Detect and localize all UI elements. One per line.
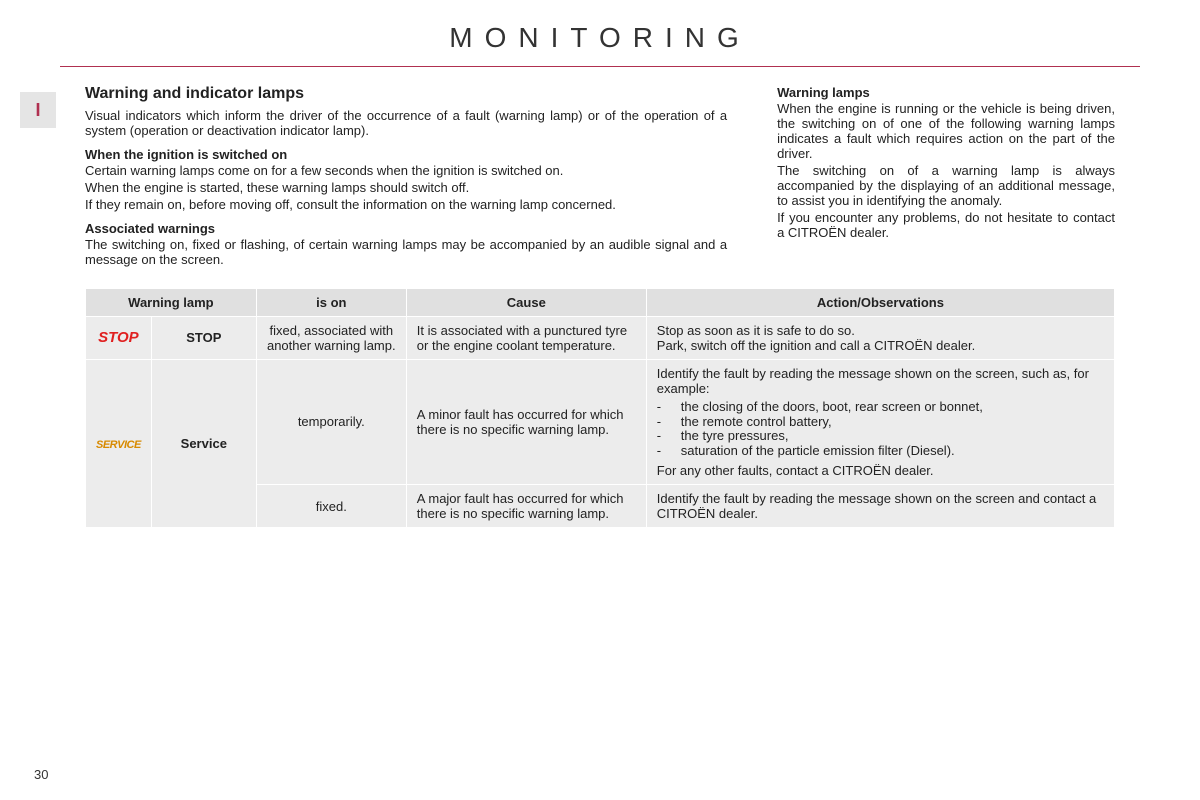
section-tab-marker: I	[20, 92, 56, 128]
stop-icon-text: STOP	[98, 329, 139, 346]
stop-action-p2: Park, switch off the ignition and call a…	[657, 338, 1104, 353]
list-item: -saturation of the particle emission fil…	[657, 444, 1104, 459]
service-action-temp: Identify the fault by reading the messag…	[646, 359, 1114, 485]
associated-heading: Associated warnings	[85, 221, 727, 236]
service-lamp-name: Service	[151, 359, 256, 528]
stop-cause: It is associated with a punctured tyre o…	[406, 316, 646, 359]
list-item-text: the closing of the doors, boot, rear scr…	[681, 400, 983, 415]
ignition-p2: When the engine is started, these warnin…	[85, 181, 727, 196]
page-title: MONITORING	[0, 0, 1200, 66]
page-number: 30	[34, 767, 48, 782]
table-row: SERVICE Service temporarily. A minor fau…	[86, 359, 1115, 485]
list-item-text: saturation of the particle emission filt…	[681, 444, 955, 459]
th-cause: Cause	[406, 288, 646, 316]
right-heading: Warning lamps	[777, 85, 1115, 100]
service-action-list: -the closing of the doors, boot, rear sc…	[657, 400, 1104, 460]
service-action-outro: For any other faults, contact a CITROËN …	[657, 463, 1104, 478]
service-ison-fixed: fixed.	[256, 485, 406, 528]
stop-lamp-name: STOP	[151, 316, 256, 359]
left-heading: Warning and indicator lamps	[85, 85, 727, 103]
list-item-text: the tyre pressures,	[681, 429, 789, 444]
right-p2: The switching on of a warning lamp is al…	[777, 164, 1115, 209]
service-action-fixed-p1: Identify the fault by reading the messag…	[657, 491, 1104, 521]
two-column-text: Warning and indicator lamps Visual indic…	[85, 85, 1115, 270]
ignition-p3: If they remain on, before moving off, co…	[85, 198, 727, 213]
right-p1: When the engine is running or the vehicl…	[777, 102, 1115, 162]
service-action-intro: Identify the fault by reading the messag…	[657, 366, 1104, 396]
service-action-fixed: Identify the fault by reading the messag…	[646, 485, 1114, 528]
title-rule	[60, 66, 1140, 67]
right-column: Warning lamps When the engine is running…	[777, 85, 1115, 270]
list-item: -the tyre pressures,	[657, 429, 1104, 444]
th-action: Action/Observations	[646, 288, 1114, 316]
stop-action: Stop as soon as it is safe to do so. Par…	[646, 316, 1114, 359]
left-column: Warning and indicator lamps Visual indic…	[85, 85, 727, 270]
th-is-on: is on	[256, 288, 406, 316]
service-lamp-icon: SERVICE	[86, 359, 152, 528]
left-intro: Visual indicators which inform the drive…	[85, 109, 727, 139]
list-item-text: the remote control battery,	[681, 415, 832, 430]
service-cause-temp: A minor fault has occurred for which the…	[406, 359, 646, 485]
right-p3: If you encounter any problems, do not he…	[777, 211, 1115, 241]
stop-ison: fixed, associated with another warning l…	[256, 316, 406, 359]
service-cause-fixed: A major fault has occurred for which the…	[406, 485, 646, 528]
ignition-p1: Certain warning lamps come on for a few …	[85, 164, 727, 179]
list-item: -the closing of the doors, boot, rear sc…	[657, 400, 1104, 415]
th-warning-lamp: Warning lamp	[86, 288, 257, 316]
service-icon-text: SERVICE	[96, 439, 141, 451]
table-row: STOP STOP fixed, associated with another…	[86, 316, 1115, 359]
stop-lamp-icon: STOP	[86, 316, 152, 359]
stop-action-p1: Stop as soon as it is safe to do so.	[657, 323, 1104, 338]
associated-p1: The switching on, fixed or flashing, of …	[85, 238, 727, 268]
list-item: -the remote control battery,	[657, 415, 1104, 430]
table-header-row: Warning lamp is on Cause Action/Observat…	[86, 288, 1115, 316]
content-area: Warning and indicator lamps Visual indic…	[85, 85, 1115, 528]
warning-lamp-table: Warning lamp is on Cause Action/Observat…	[85, 288, 1115, 529]
service-ison-temp: temporarily.	[256, 359, 406, 485]
ignition-heading: When the ignition is switched on	[85, 147, 727, 162]
